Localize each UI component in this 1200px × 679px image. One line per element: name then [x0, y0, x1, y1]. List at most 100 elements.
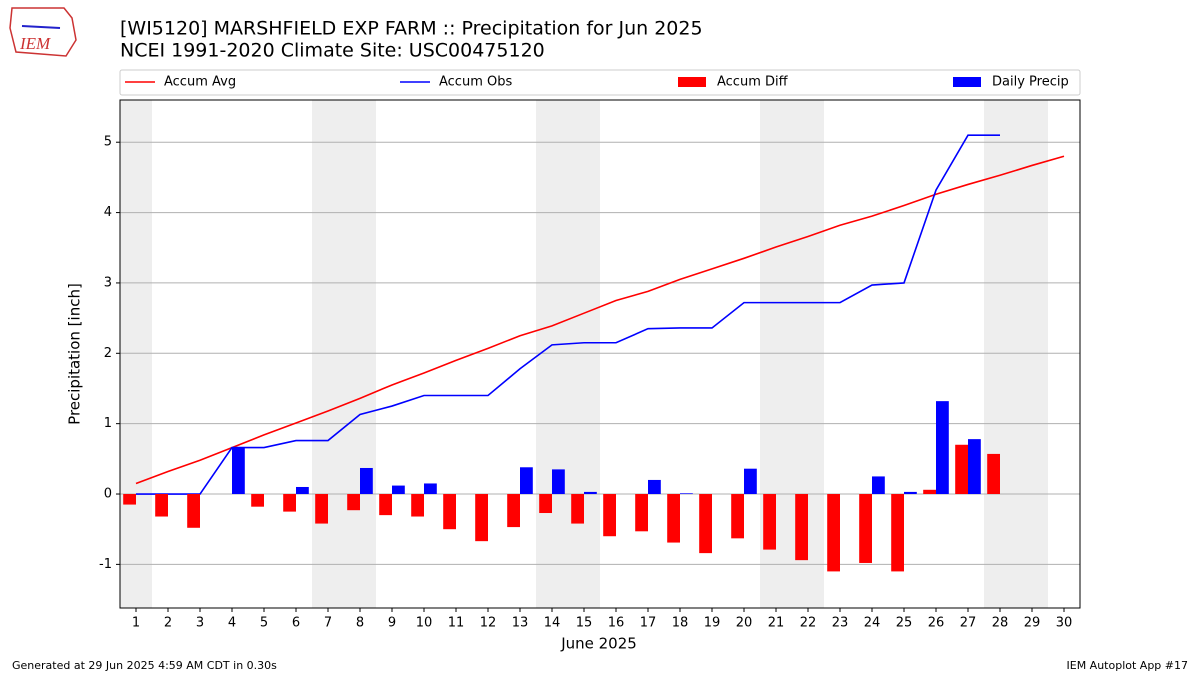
x-tick-label: 8 — [356, 616, 364, 631]
logo-line — [21, 25, 61, 29]
x-tick-label: 11 — [448, 616, 465, 631]
bar — [872, 476, 885, 495]
legend-label: Accum Diff — [717, 75, 789, 90]
bar — [187, 494, 200, 528]
x-tick-label: 9 — [388, 616, 396, 631]
x-tick-label: 1 — [132, 616, 140, 631]
x-tick-label: 25 — [896, 616, 913, 631]
bar — [296, 486, 309, 495]
footer-left: Generated at 29 Jun 2025 4:59 AM CDT in … — [12, 659, 277, 672]
logo-outline — [9, 7, 77, 57]
bar — [155, 494, 168, 517]
plot-frame — [119, 99, 1081, 609]
bar — [731, 494, 744, 539]
x-tick-label: 19 — [704, 616, 721, 631]
line — [136, 134, 1000, 495]
x-tick-label: 24 — [864, 616, 881, 631]
bar — [891, 494, 904, 572]
legend-label: Accum Obs — [439, 75, 512, 90]
legend-label: Daily Precip — [992, 75, 1069, 90]
bar — [859, 494, 872, 563]
weekend-shade — [120, 100, 152, 608]
bar — [411, 494, 424, 517]
weekend-shade — [984, 100, 1048, 608]
x-tick-label: 15 — [576, 616, 593, 631]
bar — [539, 494, 552, 514]
x-tick-label: 12 — [480, 616, 497, 631]
x-tick-label: 17 — [640, 616, 657, 631]
x-axis-label: June 2025 — [560, 635, 637, 653]
y-tick-label: 0 — [104, 487, 112, 502]
bar — [827, 494, 840, 572]
y-tick-label: 4 — [104, 205, 112, 220]
footer-right: IEM Autoplot App #17 — [1067, 659, 1189, 672]
bar — [667, 494, 680, 543]
x-tick-label: 29 — [1024, 616, 1041, 631]
x-tick-label: 26 — [928, 616, 945, 631]
y-tick-label: 2 — [104, 346, 112, 361]
bar — [507, 494, 520, 528]
bar — [648, 479, 661, 495]
legend-box — [119, 69, 1081, 96]
bar — [315, 494, 328, 524]
bar — [347, 494, 360, 511]
bar — [635, 494, 648, 532]
x-tick-label: 6 — [292, 616, 300, 631]
logo: IEM — [9, 7, 77, 57]
chart-title: [WI5120] MARSHFIELD EXP FARM :: Precipit… — [120, 18, 703, 40]
bar — [360, 467, 373, 495]
bar — [520, 467, 533, 495]
bar — [392, 485, 405, 495]
x-tick-label: 28 — [992, 616, 1009, 631]
x-tick-label: 5 — [260, 616, 268, 631]
x-tick-label: 30 — [1056, 616, 1073, 631]
y-tick-label: -1 — [99, 557, 112, 572]
x-tick-label: 7 — [324, 616, 332, 631]
bar — [904, 491, 917, 495]
chart-subtitle: NCEI 1991-2020 Climate Site: USC00475120 — [120, 40, 545, 62]
bar — [744, 468, 757, 495]
bar — [379, 494, 392, 516]
legend-swatch — [678, 77, 706, 87]
bar — [123, 494, 136, 505]
bar — [923, 489, 936, 495]
bar — [955, 444, 968, 495]
bar — [283, 494, 296, 512]
x-tick-label: 3 — [196, 616, 204, 631]
x-tick-label: 10 — [416, 616, 433, 631]
bar — [968, 439, 981, 495]
x-tick-label: 16 — [608, 616, 625, 631]
bar — [584, 491, 597, 495]
y-tick-label: 3 — [104, 275, 112, 290]
bar — [795, 494, 808, 561]
x-tick-label: 23 — [832, 616, 849, 631]
line — [135, 155, 1065, 485]
bar — [699, 494, 712, 554]
x-tick-label: 27 — [960, 616, 977, 631]
x-tick-label: 20 — [736, 616, 753, 631]
bar — [571, 494, 584, 524]
x-tick-label: 21 — [768, 616, 785, 631]
x-tick-label: 14 — [544, 616, 561, 631]
weekend-shade — [312, 100, 376, 608]
bar — [232, 447, 245, 495]
bar — [424, 483, 437, 495]
bar — [936, 401, 949, 495]
legend-swatch — [953, 77, 981, 87]
weekend-shade — [536, 100, 600, 608]
x-tick-label: 4 — [228, 616, 236, 631]
bar — [552, 469, 565, 495]
x-tick-label: 13 — [512, 616, 529, 631]
x-tick-label: 2 — [164, 616, 172, 631]
x-tick-label: 18 — [672, 616, 689, 631]
logo-text: IEM — [19, 34, 51, 53]
bar — [603, 494, 616, 537]
y-axis-label: Precipitation [inch] — [66, 283, 84, 425]
y-tick-label: 5 — [104, 135, 112, 150]
bar — [763, 494, 776, 550]
bar — [987, 453, 1000, 495]
bar — [680, 493, 693, 495]
bar — [251, 494, 264, 507]
y-tick-label: 1 — [104, 416, 112, 431]
